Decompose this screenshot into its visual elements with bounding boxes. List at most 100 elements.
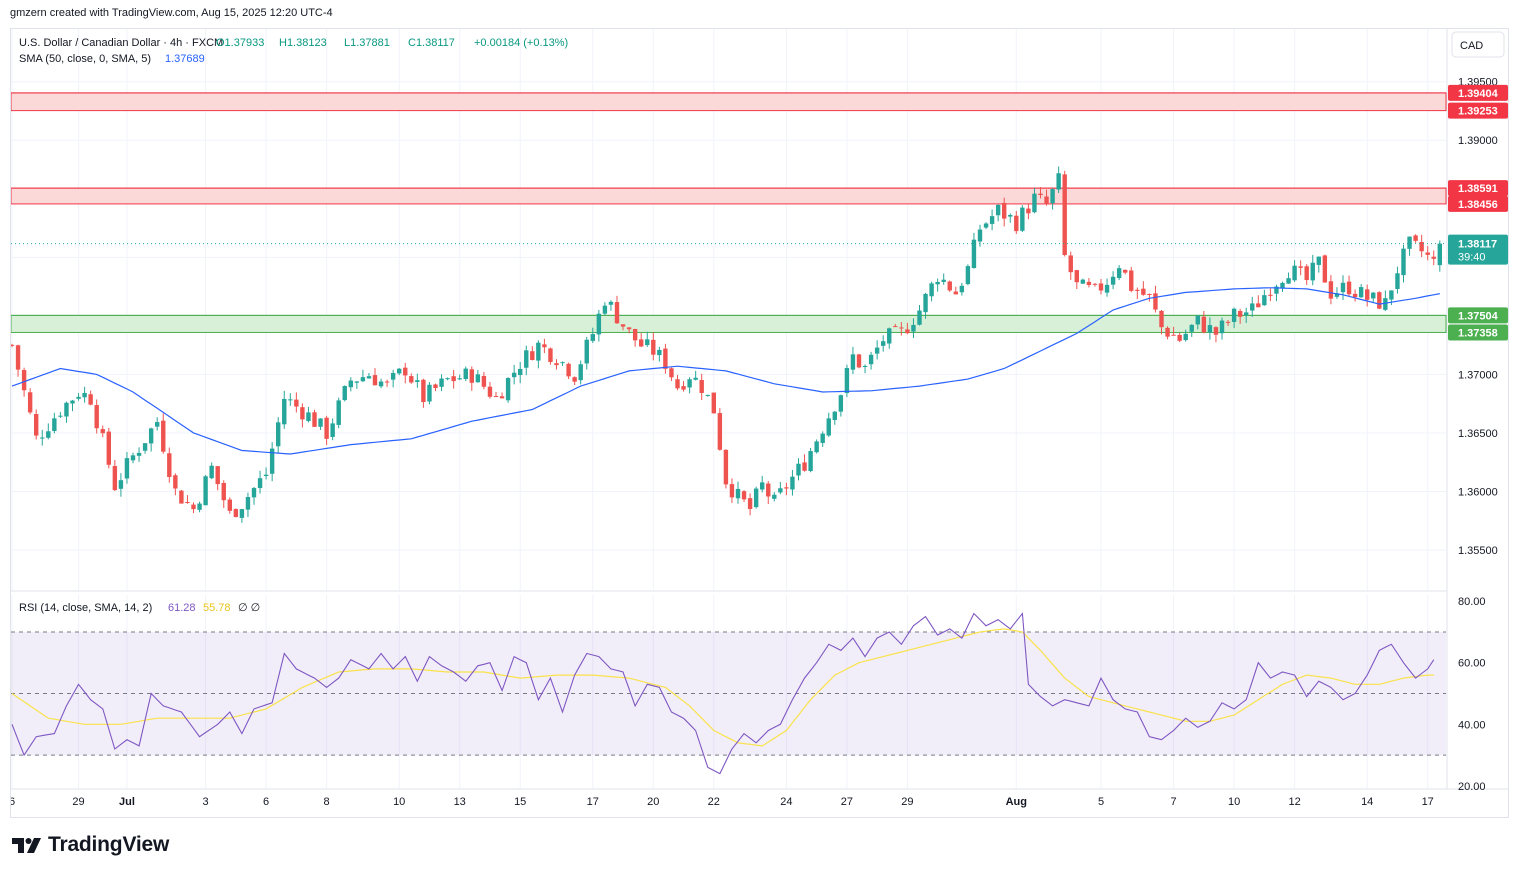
candle-up <box>1334 293 1340 297</box>
candle-up <box>705 394 710 396</box>
candle-down <box>620 324 626 327</box>
chart-frame: 1.355001.360001.365001.370001.375001.380… <box>10 28 1509 818</box>
candle-down <box>1419 241 1424 252</box>
candle-down <box>1014 215 1019 232</box>
candle-down <box>766 483 771 497</box>
candle-down <box>802 462 807 471</box>
candle-down <box>953 291 958 295</box>
candle-down <box>1153 293 1158 310</box>
currency-button[interactable]: CAD <box>1451 31 1505 58</box>
candle-down <box>11 344 15 346</box>
candle-down <box>312 412 317 427</box>
candle-down <box>1147 293 1152 295</box>
tradingview-logo[interactable]: TradingView <box>12 833 169 857</box>
candle-up <box>64 402 69 417</box>
candlestick-chart[interactable]: 1.355001.360001.365001.370001.375001.380… <box>11 29 1508 817</box>
support-zone <box>11 314 1447 333</box>
candle-down <box>1068 255 1073 273</box>
price-legend: U.S. Dollar / Canadian Dollar · 4h · FXC… <box>19 37 568 65</box>
candle-up <box>257 478 263 489</box>
time-tick-label: 7 <box>1171 796 1177 808</box>
candle-down <box>1177 334 1182 341</box>
candle-up <box>1056 173 1061 190</box>
zone-tag-label: 1.39253 <box>1458 106 1498 118</box>
rsi-tick-label: 20.00 <box>1458 781 1486 793</box>
candle-down <box>1141 288 1146 295</box>
candle-up <box>826 418 831 436</box>
candle-down <box>34 414 39 436</box>
candle-up <box>1292 265 1297 281</box>
candle-up <box>995 204 1001 216</box>
candle-up <box>142 443 148 451</box>
candle-up <box>923 293 928 313</box>
candle-down <box>1304 266 1309 281</box>
candle-up <box>457 378 462 380</box>
resistance-price-tag <box>1448 102 1508 119</box>
candle-up <box>941 279 946 282</box>
candle-up <box>118 480 124 489</box>
candle-up <box>318 418 323 427</box>
candle-up <box>46 431 51 438</box>
sma-line <box>11 243 1446 455</box>
time-tick-label: 29 <box>72 796 84 808</box>
candle-down <box>1377 292 1382 309</box>
candle-down <box>566 363 571 377</box>
candle-up <box>124 458 130 479</box>
candle-down <box>88 394 93 405</box>
currency-label: CAD <box>1460 40 1483 52</box>
price-tick-label: 1.36000 <box>1458 486 1498 498</box>
candle-down <box>1425 252 1430 255</box>
candle-up <box>1407 236 1412 249</box>
candle-up <box>269 448 275 474</box>
candle-up <box>1274 286 1279 294</box>
candle-up <box>850 354 856 370</box>
candle-up <box>965 266 971 285</box>
candle-up <box>874 347 880 354</box>
candle-up <box>929 283 934 297</box>
candle-up <box>536 342 541 361</box>
candle-down <box>784 487 789 489</box>
candle-up <box>251 488 257 498</box>
candle-down <box>1201 316 1207 333</box>
candle-down <box>1431 256 1436 259</box>
candle-up <box>1371 292 1376 299</box>
candle-up <box>584 339 589 364</box>
zone-tag-label: 1.38591 <box>1458 183 1498 195</box>
candle-down <box>663 348 668 369</box>
time-tick-label: 3 <box>203 796 209 808</box>
candle-up <box>887 328 892 344</box>
candle-up <box>40 437 45 439</box>
sma-50-line <box>11 287 1440 455</box>
candle-up <box>245 497 251 510</box>
time-tick-label: 10 <box>1228 796 1240 808</box>
candle-down <box>542 344 547 348</box>
candle-up <box>687 379 692 388</box>
candle-down <box>1002 202 1007 219</box>
candle-down <box>372 375 378 386</box>
candle-up <box>366 376 372 379</box>
candle-up <box>76 396 81 399</box>
candle-down <box>681 386 686 390</box>
zone-tag-label: 1.37504 <box>1458 310 1499 322</box>
candle-down <box>554 363 559 366</box>
candle-down <box>1038 193 1043 196</box>
candle-up <box>130 455 136 461</box>
candle-up <box>693 377 698 380</box>
time-tick-label: 8 <box>324 796 330 808</box>
candle-down <box>27 392 33 413</box>
candle-up <box>1437 243 1442 266</box>
candle-down <box>947 281 952 291</box>
candle-down <box>530 351 535 360</box>
candle-down <box>723 449 729 485</box>
candle-down <box>94 405 99 429</box>
candle-up <box>971 239 977 269</box>
time-tick-label: Aug <box>1006 796 1027 808</box>
candle-down <box>112 466 118 491</box>
candle-down <box>1298 266 1303 268</box>
candle-down <box>639 339 644 347</box>
candle-up <box>881 341 886 346</box>
candle-up <box>1110 276 1116 285</box>
time-tick-label: 6 <box>11 796 15 808</box>
candle-down <box>294 399 299 407</box>
candle-down <box>191 504 196 510</box>
